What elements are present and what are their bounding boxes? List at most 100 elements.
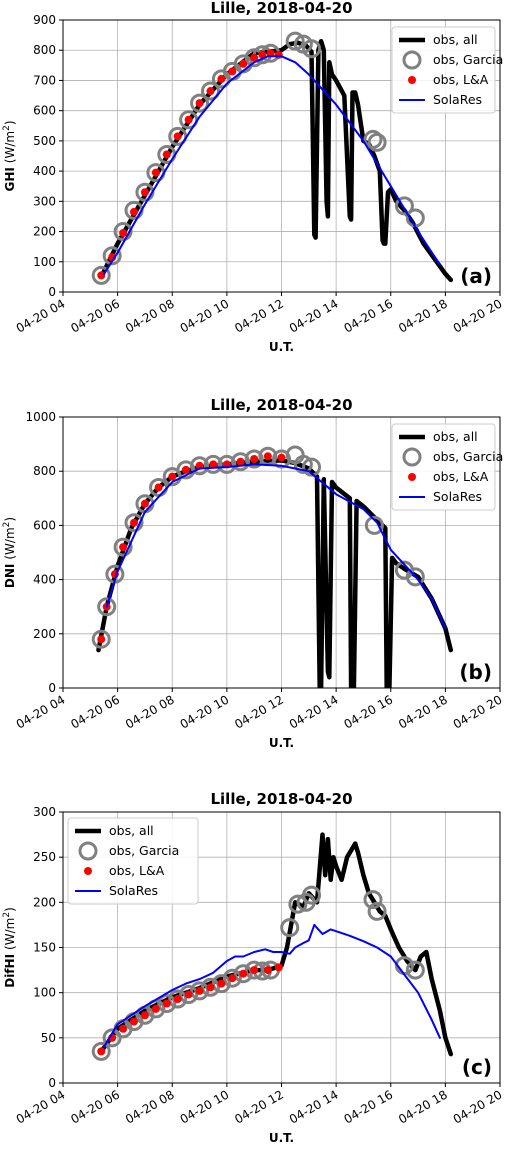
y-axis-label-unit: W/m xyxy=(3,131,17,159)
y-axis-label-name: GHI xyxy=(3,167,17,191)
x-tick-label: 04-20 06 xyxy=(68,296,122,335)
legend-label: obs, L&A xyxy=(433,469,489,484)
point-obs-l-a xyxy=(236,457,245,466)
x-tick-label: 04-20 06 xyxy=(68,1087,122,1126)
y-axis-label-name: DifHI xyxy=(3,954,17,988)
point-obs-l-a xyxy=(154,483,163,492)
point-obs-garcia xyxy=(113,222,133,242)
x-tick-label: 04-20 08 xyxy=(123,692,177,731)
y-tick-label: 800 xyxy=(33,464,56,478)
point-obs-l-a xyxy=(250,53,259,62)
point-obs-l-a xyxy=(209,460,218,469)
point-obs-garcia xyxy=(124,513,144,533)
legend: obs, all obs, Garcia obs, L&A SolaRes xyxy=(67,817,199,905)
legend-label: SolaRes xyxy=(433,92,482,107)
point-obs-l-a xyxy=(140,188,149,197)
y-tick-label: 0 xyxy=(48,285,56,299)
y-tick-label: 200 xyxy=(33,225,56,239)
x-tick-label: 04-20 16 xyxy=(342,1087,396,1126)
y-tick-label: 150 xyxy=(33,941,56,955)
y-tick-label: 100 xyxy=(33,986,56,1000)
chart-panel-1: Lille, 2018-04-20 0 100 200 300 400 500 600 700 8… xyxy=(2,0,505,354)
point-obs-garcia xyxy=(146,999,166,1019)
x-tick-label: 04-20 14 xyxy=(287,692,341,731)
x-tick-label: 04-20 10 xyxy=(178,296,232,335)
y-axis-label: DifHI (W/m2) xyxy=(2,907,17,988)
legend-label: obs, all xyxy=(433,429,478,444)
chart-title: Lille, 2018-04-20 xyxy=(210,396,352,414)
point-obs-garcia xyxy=(280,918,300,938)
y-tick-label: 0 xyxy=(48,1076,56,1090)
x-tick-label: 04-20 20 xyxy=(451,1087,505,1126)
y-tick-label: 800 xyxy=(33,43,56,57)
x-tick-label: 04-20 20 xyxy=(451,296,505,335)
point-obs-l-a xyxy=(97,635,106,644)
point-obs-l-a xyxy=(250,455,259,464)
point-obs-garcia xyxy=(363,129,383,149)
point-obs-l-a xyxy=(119,229,128,238)
point-obs-garcia xyxy=(91,629,111,649)
point-obs-garcia xyxy=(217,454,237,474)
point-obs-l-a xyxy=(206,983,215,992)
legend-swatch xyxy=(84,867,92,875)
point-obs-garcia xyxy=(97,597,117,617)
legend-label: SolaRes xyxy=(433,489,482,504)
x-tick-label: 04-20 18 xyxy=(396,692,450,731)
series-line-solares xyxy=(103,923,441,1048)
x-tick-label: 04-20 16 xyxy=(342,296,396,335)
x-tick-label: 04-20 08 xyxy=(123,1087,177,1126)
x-axis-label: U.T. xyxy=(269,1131,294,1145)
x-tick-label: 04-20 16 xyxy=(342,692,396,731)
x-tick-label: 04-20 08 xyxy=(123,296,177,335)
point-obs-garcia xyxy=(200,81,220,101)
point-obs-l-a xyxy=(277,453,286,462)
point-obs-l-a xyxy=(168,472,177,481)
y-tick-label: 1000 xyxy=(25,410,56,424)
y-axis-label-paren-close: ) xyxy=(3,517,17,522)
y-tick-label: 400 xyxy=(33,164,56,178)
y-tick-label: 600 xyxy=(33,104,56,118)
y-axis-label-unit: W/m xyxy=(3,918,17,946)
point-obs-garcia xyxy=(405,567,425,587)
point-obs-garcia xyxy=(231,452,251,472)
point-obs-garcia xyxy=(363,890,383,910)
point-obs-l-a xyxy=(97,1047,106,1056)
point-obs-l-a xyxy=(119,543,128,552)
point-obs-l-a xyxy=(184,990,193,999)
point-obs-l-a xyxy=(263,452,272,461)
y-tick-label: 500 xyxy=(33,134,56,148)
legend: obs, all obs, Garcia obs, L&A SolaRes xyxy=(391,423,503,511)
y-axis-label-unit-sup: 2 xyxy=(2,522,12,528)
point-obs-l-a xyxy=(119,1024,128,1033)
legend-swatch xyxy=(402,50,422,70)
x-axis-label: U.T. xyxy=(269,340,294,354)
legend-box xyxy=(67,817,199,905)
point-obs-garcia xyxy=(233,964,253,984)
point-obs-l-a xyxy=(130,1017,139,1026)
point-obs-l-a xyxy=(181,465,190,474)
x-tick-label: 04-20 10 xyxy=(178,692,232,731)
point-obs-garcia xyxy=(91,1041,111,1061)
x-tick-label: 04-20 10 xyxy=(178,1087,232,1126)
point-obs-l-a xyxy=(274,50,283,59)
legend-swatch xyxy=(402,447,422,467)
point-obs-garcia xyxy=(285,31,305,51)
legend-label: obs, all xyxy=(109,823,154,838)
x-tick-label: 04-20 18 xyxy=(396,1087,450,1126)
point-obs-l-a xyxy=(130,518,139,527)
legend-label: obs, L&A xyxy=(433,72,489,87)
point-obs-garcia xyxy=(222,968,242,988)
y-axis-label-unit-sup: 2 xyxy=(2,912,12,918)
plot-area xyxy=(91,31,454,285)
point-obs-l-a xyxy=(184,115,193,124)
x-tick-label: 04-20 14 xyxy=(287,296,341,335)
legend-label: SolaRes xyxy=(109,883,158,898)
y-axis-label-name: DNI xyxy=(3,564,17,588)
point-obs-garcia xyxy=(190,981,210,1001)
point-obs-l-a xyxy=(151,168,160,177)
point-obs-garcia xyxy=(211,974,231,994)
x-tick-label: 04-20 20 xyxy=(451,692,505,731)
point-obs-l-a xyxy=(140,499,149,508)
point-obs-garcia xyxy=(288,894,308,914)
